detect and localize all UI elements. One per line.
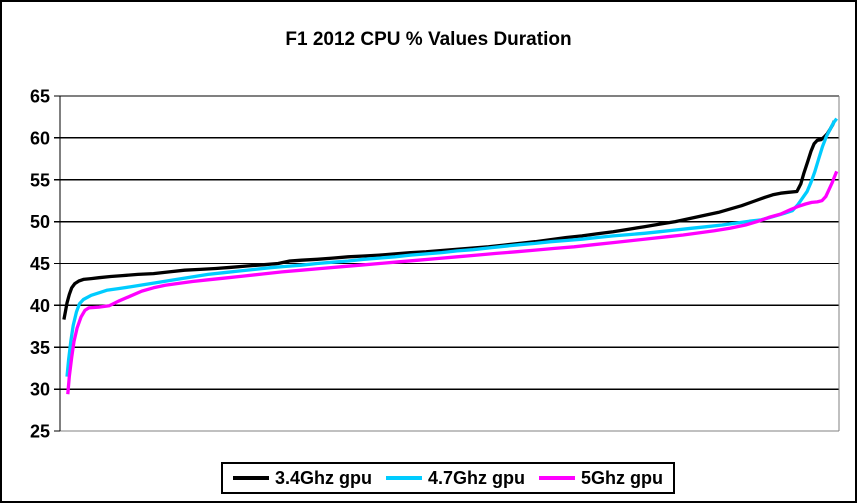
legend-line-swatch [539,476,576,480]
y-axis-label: 60 [30,128,50,148]
legend-line-swatch [232,476,269,480]
y-axis-label: 45 [30,254,50,274]
legend: 3.4Ghz gpu 4.7Ghz gpu 5Ghz gpu [221,462,675,494]
y-axis-label: 55 [30,170,50,190]
legend-item-3.4ghz-gpu: 3.4Ghz gpu [232,468,372,488]
legend-item-5ghz-gpu: 5Ghz gpu [539,469,663,487]
chart-title: F1 2012 CPU % Values Duration [285,29,572,50]
y-axis-label: 25 [30,422,50,442]
y-axis-label: 40 [30,296,50,316]
series-line-4.7ghz-gpu [65,117,839,377]
legend-item-4.7ghz-gpu: 4.7Ghz gpu [386,469,525,487]
y-axis-label: 35 [30,338,50,358]
series-line-5ghz-gpu [66,170,839,395]
y-axis-label: 30 [30,380,50,400]
legend-line-swatch [386,476,422,480]
y-axis-label: 50 [30,212,50,232]
series-line-3.4ghz-gpu [62,120,836,320]
legend-label: 5Ghz gpu [581,468,664,488]
y-axis-label: 65 [30,87,50,107]
legend-label: 4.7Ghz gpu [428,468,526,488]
legend-label: 3.4Ghz gpu [274,468,372,488]
